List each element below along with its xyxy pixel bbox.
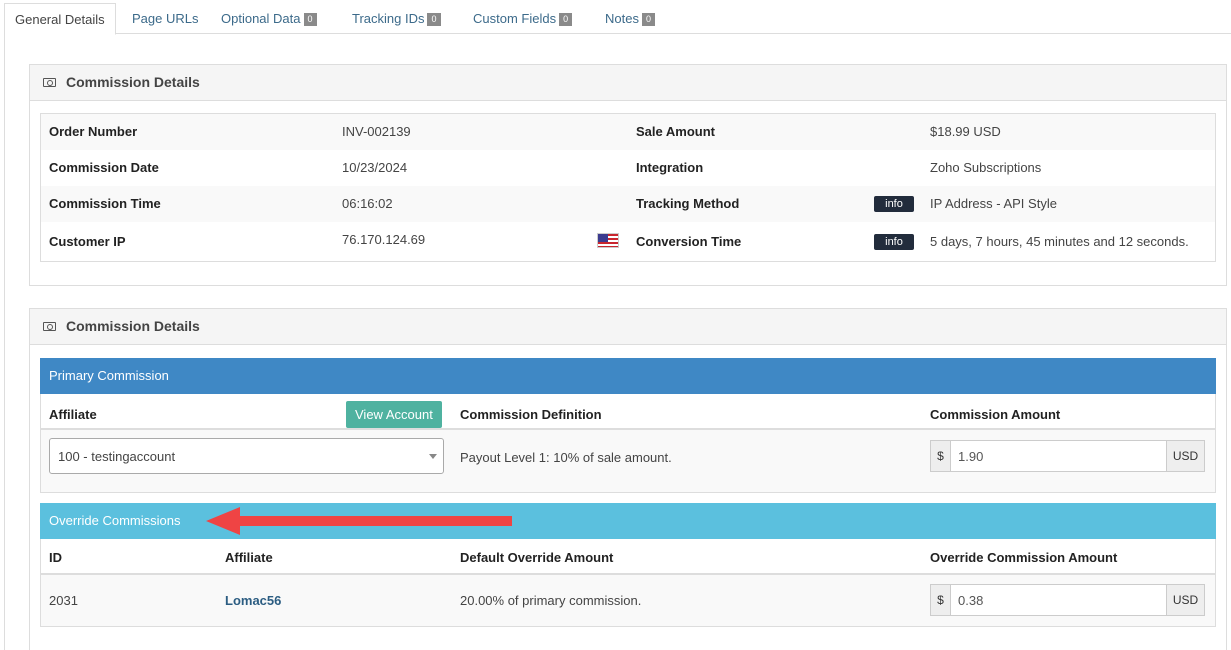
tracking-method-info-button[interactable]: info	[874, 196, 914, 212]
affiliate-select[interactable]: 100 - testingaccount	[49, 438, 444, 474]
commission-date-value: 10/23/2024	[342, 160, 408, 175]
col-override-commission-amount: Override Commission Amount	[930, 550, 1118, 565]
override-table-header: ID Affiliate Default Override Amount Ove…	[40, 539, 1216, 575]
view-account-button[interactable]: View Account	[346, 401, 442, 428]
section-title: Override Commissions	[49, 513, 181, 528]
annotation-arrow	[206, 507, 512, 535]
tab-label: Tracking IDs	[352, 11, 425, 26]
col-commission-definition: Commission Definition	[460, 407, 602, 422]
override-amount-group: $ 0.38 USD	[930, 584, 1205, 616]
commission-amount-group: $ 1.90 USD	[930, 440, 1205, 472]
override-id: 2031	[49, 593, 78, 608]
tab-bar: General Details Page URLs Optional Data 0…	[4, 0, 1231, 35]
tab-label: Notes	[605, 11, 639, 26]
table-row: Order Number INV-002139 Sale Amount $18.…	[41, 114, 1215, 150]
tab-tracking-ids[interactable]: Tracking IDs 0	[352, 3, 441, 35]
col-default-override-amount: Default Override Amount	[460, 550, 614, 565]
override-amount-input[interactable]: 0.38	[950, 584, 1167, 616]
tab-notes[interactable]: Notes 0	[605, 3, 655, 35]
tab-custom-fields[interactable]: Custom Fields 0	[473, 3, 573, 35]
money-icon	[43, 322, 56, 331]
tab-general-details[interactable]: General Details	[4, 3, 116, 35]
table-row: 100 - testingaccount Payout Level 1: 10%…	[40, 430, 1216, 493]
tab-optional-data[interactable]: Optional Data 0	[221, 3, 317, 35]
panel-header: Commission Details	[30, 65, 1226, 101]
panel-title: Commission Details	[66, 318, 200, 334]
table-row: 2031 Lomac56 20.00% of primary commissio…	[40, 575, 1216, 627]
col-id: ID	[49, 550, 62, 565]
count-badge: 0	[641, 13, 655, 26]
tab-label: Custom Fields	[473, 11, 557, 26]
col-affiliate: Affiliate	[225, 550, 273, 565]
table-row: Commission Time 06:16:02 Tracking Method…	[41, 186, 1215, 222]
details-table: Order Number INV-002139 Sale Amount $18.…	[40, 113, 1216, 262]
default-override-value: 20.00% of primary commission.	[460, 593, 642, 608]
col-affiliate: Affiliate	[49, 407, 97, 422]
conversion-time-label: Conversion Time	[636, 234, 742, 249]
col-commission-amount: Commission Amount	[930, 407, 1061, 422]
currency-symbol: $	[930, 440, 951, 472]
commission-amount-input[interactable]: 1.90	[950, 440, 1167, 472]
customer-ip-label: Customer IP	[49, 234, 126, 249]
tab-label: Optional Data	[221, 11, 301, 26]
currency-symbol: $	[930, 584, 951, 616]
commission-date-label: Commission Date	[49, 160, 159, 175]
count-badge: 0	[303, 13, 317, 26]
count-badge: 0	[559, 13, 573, 26]
sale-amount-label: Sale Amount	[636, 124, 715, 139]
currency-code: USD	[1166, 584, 1205, 616]
currency-code: USD	[1166, 440, 1205, 472]
primary-commission-header: Primary Commission	[40, 358, 1216, 394]
order-number-value: INV-002139	[342, 124, 411, 139]
tracking-method-value: IP Address - API Style	[930, 196, 1057, 211]
chevron-down-icon	[429, 454, 437, 459]
order-number-label: Order Number	[49, 124, 138, 139]
section-title: Primary Commission	[49, 368, 169, 383]
primary-table-header: Affiliate View Account Commission Defini…	[40, 394, 1216, 430]
us-flag-icon	[597, 233, 619, 248]
commission-amounts-panel: Commission Details Primary Commission Af…	[29, 308, 1227, 650]
commission-time-value: 06:16:02	[342, 196, 393, 211]
panel-header: Commission Details	[30, 309, 1226, 345]
arrow-shape	[206, 507, 512, 535]
tracking-method-label: Tracking Method	[636, 196, 740, 211]
tab-content-border	[4, 34, 5, 650]
commission-definition-value: Payout Level 1: 10% of sale amount.	[460, 450, 672, 465]
table-row: Commission Date 10/23/2024 Integration Z…	[41, 150, 1215, 186]
table-row: Customer IP 76.170.124.69 Conversion Tim…	[41, 222, 1215, 261]
affiliate-select-value: 100 - testingaccount	[58, 449, 176, 464]
tab-label: Page URLs	[132, 11, 199, 26]
commission-details-panel: Commission Details Order Number INV-0021…	[29, 64, 1227, 286]
conversion-time-value: 5 days, 7 hours, 45 minutes and 12 secon…	[930, 234, 1189, 249]
conversion-time-info-button[interactable]: info	[874, 234, 914, 250]
commission-time-label: Commission Time	[49, 196, 161, 211]
affiliate-link[interactable]: Lomac56	[225, 593, 282, 608]
tab-page-urls[interactable]: Page URLs	[132, 3, 198, 35]
sale-amount-value: $18.99 USD	[930, 124, 1001, 139]
customer-ip-value: 76.170.124.69	[342, 232, 426, 247]
panel-title: Commission Details	[66, 74, 200, 90]
count-badge: 0	[427, 13, 441, 26]
integration-value: Zoho Subscriptions	[930, 160, 1042, 175]
tab-label: General Details	[15, 12, 105, 27]
integration-label: Integration	[636, 160, 704, 175]
money-icon	[43, 78, 56, 87]
